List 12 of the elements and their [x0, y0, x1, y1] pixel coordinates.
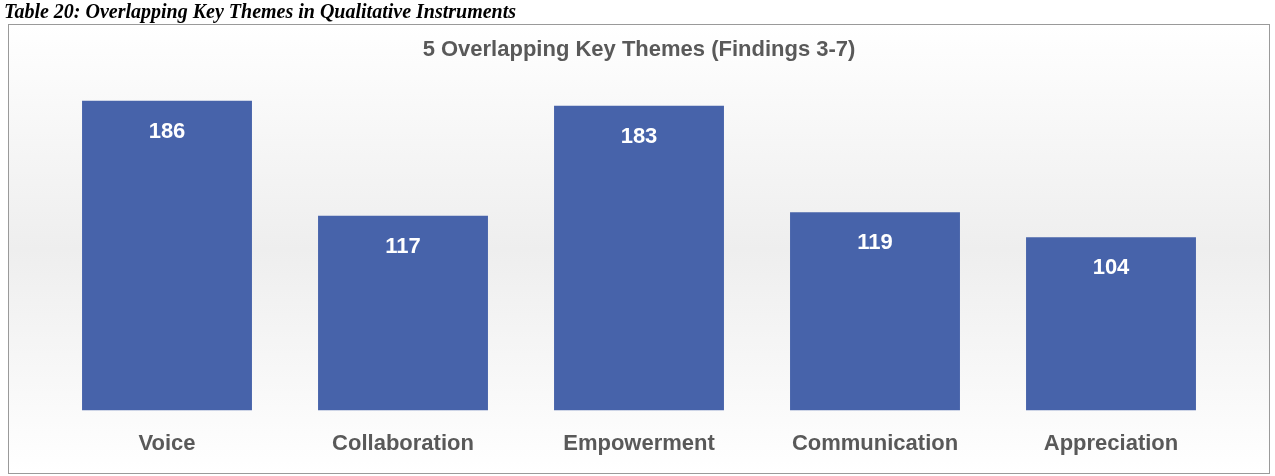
- data-label: 183: [620, 122, 658, 148]
- x-tick-label: Voice: [138, 429, 196, 455]
- caption: Table 20: Overlapping Key Themes in Qualitative Instruments: [4, 0, 517, 23]
- x-tick-label: Empowerment: [563, 429, 716, 455]
- x-tick-label: Communication: [791, 429, 959, 455]
- data-label: 186: [148, 117, 186, 143]
- chart-title: 5 Overlapping Key Themes (Findings 3-7): [422, 36, 856, 62]
- x-tick-label: Collaboration: [332, 429, 474, 455]
- data-label: 117: [385, 232, 421, 258]
- data-label: 119: [857, 229, 893, 255]
- data-label: 104: [1092, 254, 1131, 280]
- x-tick-label: Appreciation: [1043, 429, 1179, 455]
